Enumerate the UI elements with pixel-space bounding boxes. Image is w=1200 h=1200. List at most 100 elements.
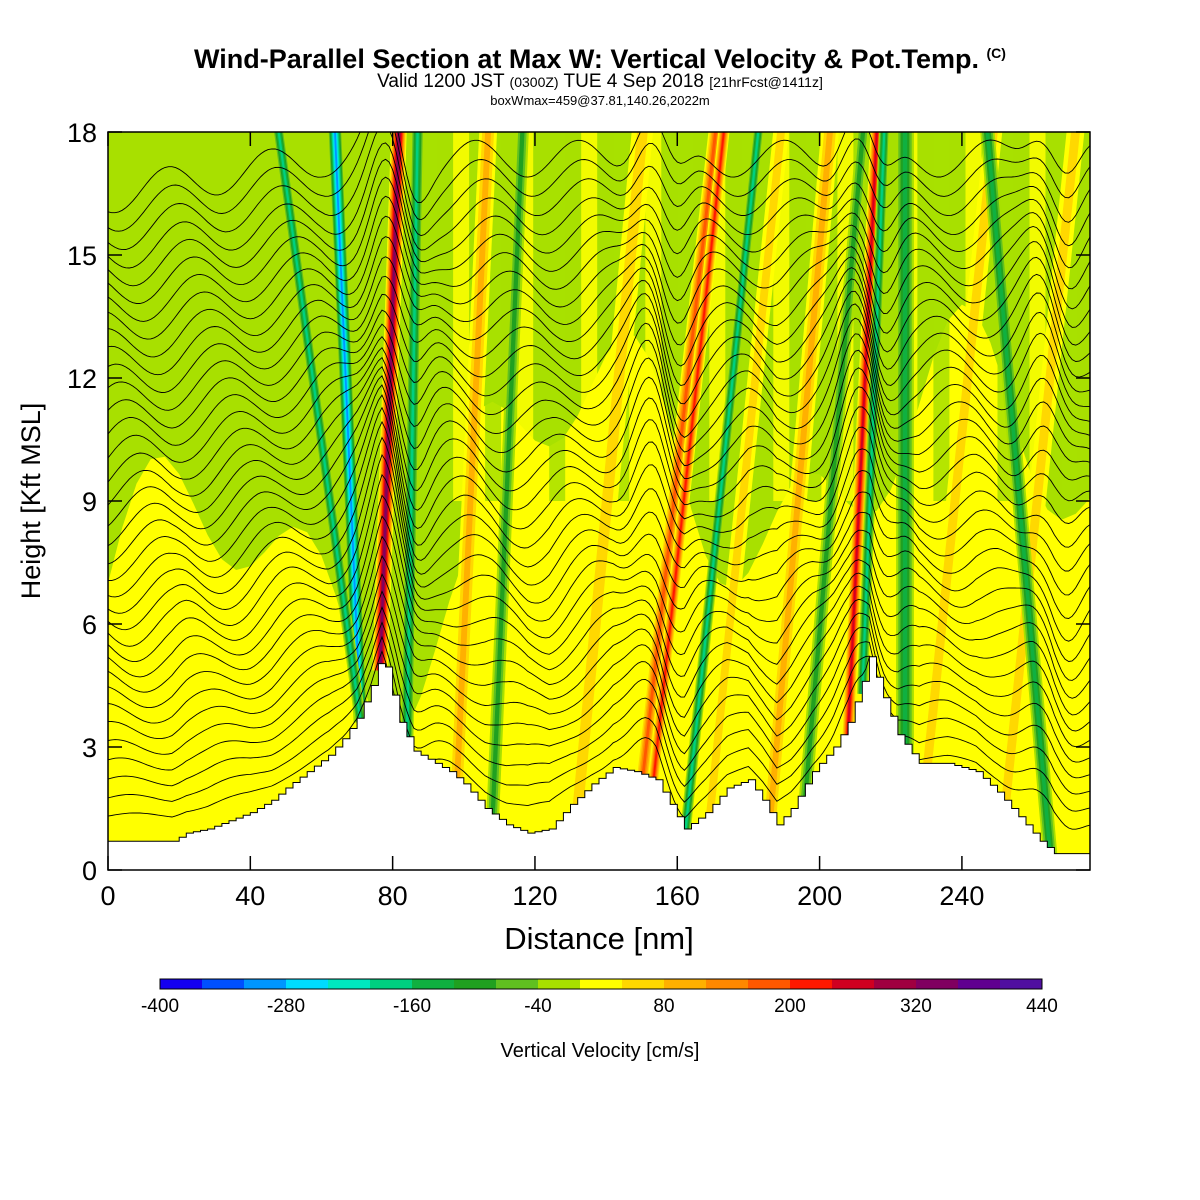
isentrope-line xyxy=(108,384,1090,565)
potential-temperature-contours xyxy=(108,132,1090,830)
isentrope-line xyxy=(108,494,1090,681)
x-tick-label: 120 xyxy=(512,881,557,911)
utc-time: (0300Z) xyxy=(509,74,559,90)
isentrope-line xyxy=(108,317,1090,463)
colorbar-swatch xyxy=(790,979,833,989)
colorbar-swatch xyxy=(286,979,329,989)
colorbar-swatch xyxy=(202,979,245,989)
colorbar-tick-label: 320 xyxy=(900,996,932,1017)
downdraft-plume xyxy=(985,132,1053,863)
isentrope-line xyxy=(108,515,1090,699)
isentrope-line xyxy=(108,290,1090,429)
y-tick-label: 15 xyxy=(67,241,97,271)
colorbar-swatch xyxy=(622,979,665,989)
isentrope-line xyxy=(108,406,1090,598)
colorbar-swatch xyxy=(538,979,581,989)
updraft-plume xyxy=(705,132,785,821)
colorbar-tick-label: -400 xyxy=(141,996,179,1017)
colorbar-swatch xyxy=(580,979,623,989)
colorbar-swatch xyxy=(748,979,791,989)
axes: 0 40 80 120 160 200 240 0 3 6 9 12 15 18 xyxy=(67,118,1090,911)
downdraft-plume xyxy=(902,132,908,757)
isentrope-line xyxy=(108,375,1090,547)
y-axis-label: Height [Kft MSL] xyxy=(16,403,46,600)
chart-title: Wind-Parallel Section at Max W: Vertical… xyxy=(0,44,1200,75)
isentrope-line xyxy=(108,453,1090,647)
updraft-plume xyxy=(572,132,648,810)
updraft-plume xyxy=(640,132,717,787)
upper-level-stripe xyxy=(549,132,566,501)
downdraft-plume xyxy=(683,132,760,842)
x-tick-label: 40 xyxy=(235,881,265,911)
x-tick-label: 160 xyxy=(655,881,700,911)
colorbar-swatch xyxy=(832,979,875,989)
isentrope-line xyxy=(108,132,1090,214)
colorbar-tick-label: 80 xyxy=(653,996,674,1017)
colorbar-tick-label: -40 xyxy=(524,996,551,1017)
terrain-mask xyxy=(108,656,1090,870)
updraft-plume xyxy=(847,132,878,735)
box-max-info: boxWmax=459@37.81,140.26,2022m xyxy=(490,93,710,108)
y-tick-label: 0 xyxy=(82,856,97,886)
isentrope-line xyxy=(108,349,1090,506)
updraft-plume xyxy=(1000,132,1080,813)
colorbar-tick-label: -280 xyxy=(267,996,305,1017)
upper-level-stripe xyxy=(581,132,598,501)
updraft-plume xyxy=(453,132,492,790)
colorbar-tick-label: -160 xyxy=(393,996,431,1017)
isentrope-line xyxy=(108,366,1090,527)
downdraft-plume xyxy=(861,132,886,694)
isentrope-line xyxy=(108,590,1090,763)
isentrope-line xyxy=(108,176,1090,304)
colorbar-swatch xyxy=(454,979,497,989)
updraft-plume xyxy=(766,132,833,825)
isentrope-line xyxy=(108,436,1090,631)
valid-date: TUE 4 Sep 2018 xyxy=(563,71,704,92)
isentrope-line xyxy=(108,621,1090,795)
isentrope-line xyxy=(108,394,1090,582)
isentrope-line xyxy=(108,132,1090,251)
downdraft-plume xyxy=(803,132,866,797)
x-tick-label: 0 xyxy=(100,881,115,911)
isentrope-line xyxy=(108,420,1090,614)
isentrope-line xyxy=(108,236,1090,358)
downdraft-plume xyxy=(277,132,362,723)
forecast-info: [21hrFcst@1411z] xyxy=(709,74,823,90)
updraft-plume xyxy=(379,132,400,671)
isentrope-line xyxy=(108,535,1090,716)
colorbar-swatch xyxy=(160,979,203,989)
isentrope-line xyxy=(108,132,1090,232)
isentrope-line xyxy=(108,333,1090,483)
x-tick-label: 80 xyxy=(378,881,408,911)
isentrope-line xyxy=(108,256,1090,376)
chart-title-text: Wind-Parallel Section at Max W: Vertical… xyxy=(194,44,979,74)
colorbar-label: Vertical Velocity [cm/s] xyxy=(501,1040,700,1062)
colorbar-swatch xyxy=(244,979,287,989)
updraft-plume xyxy=(921,132,998,776)
isentrope-line xyxy=(108,650,1090,830)
isentrope-line xyxy=(108,267,1090,393)
downdraft-plume xyxy=(490,132,525,827)
copyright-mark: (C) xyxy=(986,45,1006,61)
isentrope-line xyxy=(108,142,1090,269)
colorbar-tick-label: 440 xyxy=(1026,996,1058,1017)
colorbar-swatch xyxy=(496,979,539,989)
colorbar-swatch xyxy=(958,979,1001,989)
colorbar-swatch xyxy=(916,979,959,989)
valid-time-text: Valid 1200 JST xyxy=(377,71,505,92)
colorbar-swatch xyxy=(874,979,917,989)
y-tick-label: 18 xyxy=(67,118,97,148)
isentrope-line xyxy=(108,606,1090,779)
colorbar-swatch xyxy=(664,979,707,989)
isentrope-line xyxy=(108,215,1090,340)
x-axis-label: Distance [nm] xyxy=(504,921,694,956)
colorbar-swatch xyxy=(328,979,371,989)
colorbar: -400 -280 -160 -40 80 200 320 440 xyxy=(141,978,1058,1017)
isentrope-line xyxy=(108,554,1090,732)
x-tick-label: 200 xyxy=(797,881,842,911)
colorbar-swatch xyxy=(412,979,455,989)
terrain-profile xyxy=(108,656,1090,870)
isentrope-line xyxy=(108,303,1090,446)
isentrope-line xyxy=(108,158,1090,287)
